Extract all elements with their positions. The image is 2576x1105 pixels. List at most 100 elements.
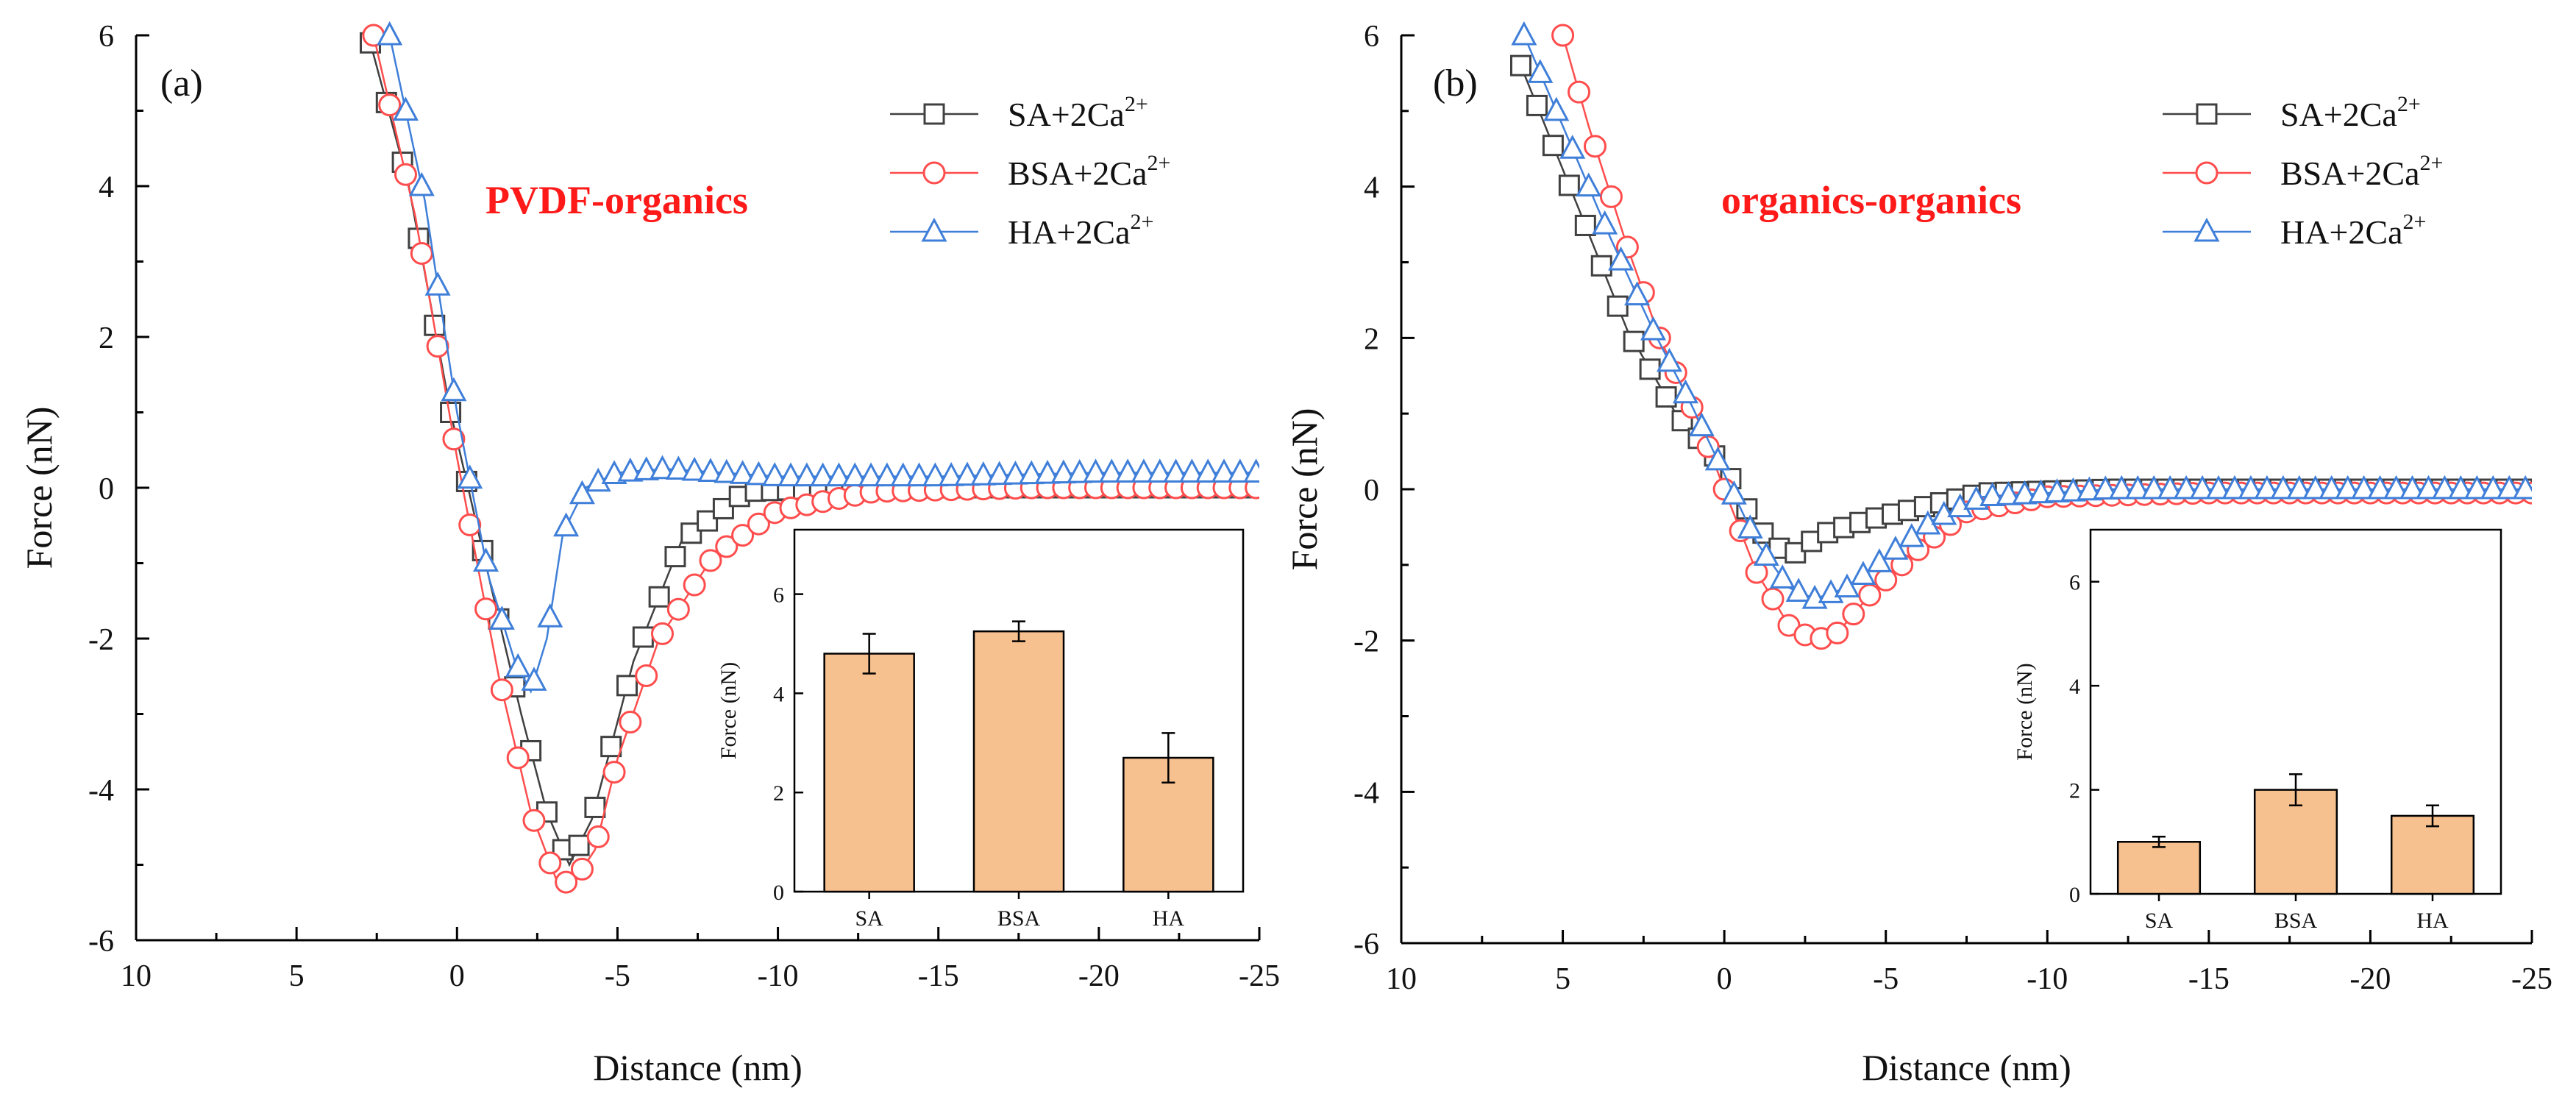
data-point bbox=[1034, 459, 1061, 484]
legend-entry: BSA+2Ca2+ bbox=[890, 151, 1170, 192]
y-tick-label: 6 bbox=[1364, 20, 1379, 54]
data-point bbox=[600, 736, 622, 758]
x-tick-label: 10 bbox=[121, 959, 152, 993]
data-point bbox=[681, 456, 708, 481]
data-point bbox=[1769, 564, 1796, 589]
x-tick-label: -15 bbox=[2188, 962, 2230, 996]
data-point bbox=[665, 455, 691, 480]
data-point bbox=[442, 427, 466, 451]
data-point bbox=[1551, 24, 1575, 47]
inset-x-tick-label: HA bbox=[2416, 909, 2449, 933]
panel-a: 6 4 2 0 -2 -4 -610 5 0 -5 -10 -15 -20 -25 Distance (nm… bbox=[18, 20, 1280, 1088]
x-tick-label: 0 bbox=[1717, 962, 1732, 996]
data-point bbox=[633, 456, 660, 480]
data-point bbox=[2027, 479, 2054, 504]
data-point bbox=[2173, 475, 2199, 500]
data-point bbox=[2335, 475, 2361, 500]
x-axis-label: Distance (nm) bbox=[593, 1047, 803, 1088]
panel-b: 6 4 2 0 -2 -4 -610 5 0 -5 -10 -15 -20 -25 Distance (nm… bbox=[1284, 20, 2552, 1088]
data-point bbox=[1599, 185, 1623, 208]
legend-label: HA+2Ca2+ bbox=[2280, 210, 2426, 251]
x-tick-label: 10 bbox=[1386, 962, 1417, 996]
y-axis-label: Force (nN) bbox=[1284, 408, 1325, 571]
data-point bbox=[1067, 458, 1093, 483]
data-point bbox=[1842, 603, 1865, 626]
data-point bbox=[1785, 541, 1807, 564]
data-point bbox=[619, 711, 642, 734]
x-tick-label: -10 bbox=[2027, 962, 2068, 996]
x-tick-label: 0 bbox=[449, 959, 465, 993]
x-tick-label: -25 bbox=[2511, 962, 2552, 996]
data-point bbox=[2496, 475, 2522, 500]
x-tick-label: -5 bbox=[1873, 962, 1899, 996]
data-point bbox=[616, 675, 638, 697]
y-tick-label: -6 bbox=[1353, 928, 1379, 962]
data-point bbox=[473, 547, 499, 572]
data-point bbox=[970, 461, 997, 486]
data-point bbox=[1559, 135, 1586, 159]
data-point bbox=[1656, 347, 1682, 372]
data-point bbox=[747, 512, 770, 536]
data-point bbox=[586, 825, 610, 848]
data-point bbox=[1899, 522, 1925, 547]
data-point bbox=[1882, 536, 1909, 560]
legend-label: SA+2Ca2+ bbox=[2280, 92, 2421, 133]
data-point bbox=[408, 171, 435, 196]
data-point bbox=[1050, 459, 1077, 484]
inset-bar-chart: 0 2 4 6 SA BSA HA Force (nN) bbox=[716, 528, 1245, 931]
data-point bbox=[986, 461, 1013, 486]
data-point bbox=[1592, 210, 1618, 235]
data-point bbox=[457, 464, 483, 489]
data-point bbox=[1834, 573, 1860, 598]
data-point bbox=[2060, 477, 2086, 502]
y-tick-label: -4 bbox=[88, 774, 114, 808]
data-point bbox=[651, 622, 675, 645]
legend-entry: SA+2Ca2+ bbox=[890, 92, 1148, 133]
data-point bbox=[2480, 475, 2506, 500]
data-point bbox=[570, 857, 594, 881]
x-tick-label: -20 bbox=[2349, 962, 2391, 996]
data-point bbox=[922, 462, 948, 487]
data-point bbox=[2415, 475, 2441, 500]
data-point bbox=[1131, 458, 1157, 483]
x-axis-label: Distance (nm) bbox=[1862, 1047, 2071, 1088]
inset-bar-sa bbox=[2116, 841, 2202, 895]
y-tick-label: 0 bbox=[1364, 474, 1379, 508]
data-point bbox=[1826, 621, 1849, 644]
data-point bbox=[1761, 587, 1785, 611]
series-ha bbox=[377, 21, 1259, 694]
data-point bbox=[2254, 475, 2280, 500]
inset-y-tick-label: 4 bbox=[773, 682, 784, 706]
series-ha bbox=[1511, 21, 2532, 609]
data-point bbox=[1623, 330, 1645, 352]
data-point bbox=[906, 462, 933, 487]
inset-bar-chart: 0 2 4 6 SA BSA HA Force (nN) bbox=[2013, 528, 2502, 933]
data-point bbox=[1607, 295, 1629, 317]
data-point bbox=[683, 573, 706, 597]
data-point bbox=[825, 462, 852, 487]
data-point bbox=[1002, 460, 1028, 485]
data-point bbox=[2286, 475, 2313, 500]
data-point bbox=[1785, 578, 1812, 602]
data-point bbox=[730, 460, 756, 484]
panel-label: (a) bbox=[160, 63, 203, 104]
data-point bbox=[426, 335, 449, 358]
data-point bbox=[1874, 568, 1898, 591]
data-point bbox=[1543, 96, 1570, 121]
data-point bbox=[810, 462, 836, 487]
x-tick-label: -10 bbox=[758, 959, 799, 993]
y-tick-label: 2 bbox=[1364, 322, 1379, 356]
data-point bbox=[2463, 475, 2490, 500]
data-point bbox=[1688, 412, 1715, 437]
data-point bbox=[1704, 446, 1731, 471]
data-point bbox=[2431, 475, 2458, 500]
inset-y-tick-label: 0 bbox=[773, 881, 784, 905]
legend-label: SA+2Ca2+ bbox=[1008, 92, 1148, 133]
data-point bbox=[521, 667, 547, 691]
data-point bbox=[1639, 358, 1661, 380]
data-point bbox=[650, 455, 676, 480]
data-point bbox=[2399, 475, 2426, 500]
data-point bbox=[858, 462, 884, 487]
data-point bbox=[778, 462, 804, 487]
y-tick-label: -2 bbox=[1353, 625, 1379, 659]
